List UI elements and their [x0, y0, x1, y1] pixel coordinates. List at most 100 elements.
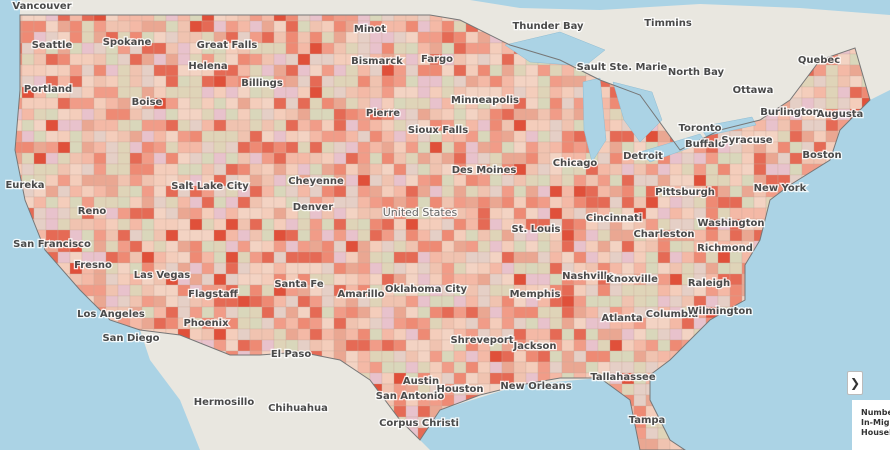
county-cell [297, 31, 311, 44]
county-cell [681, 207, 695, 220]
county-cell [417, 185, 431, 198]
county-cell [693, 196, 707, 209]
county-cell [381, 42, 395, 55]
county-cell [45, 53, 59, 66]
county-cell [153, 130, 167, 143]
county-cell [453, 218, 467, 231]
county-cell [393, 240, 407, 253]
county-cell [273, 119, 287, 132]
county-cell [609, 174, 623, 187]
county-cell [357, 207, 371, 220]
county-cell [561, 218, 575, 231]
county-cell [309, 152, 323, 165]
county-cell [501, 119, 515, 132]
county-cell [585, 350, 599, 363]
county-cell [621, 262, 635, 275]
county-cell [393, 42, 407, 55]
county-cell [405, 86, 419, 99]
city-label: Spokane [103, 37, 152, 48]
county-cell [417, 75, 431, 88]
county-cell [417, 163, 431, 176]
county-cell [429, 42, 443, 55]
county-cell [333, 130, 347, 143]
county-cell [417, 108, 431, 121]
county-cell [789, 163, 803, 176]
county-cell [321, 20, 335, 33]
county-cell [381, 317, 395, 330]
county-cell [429, 75, 443, 88]
county-cell [297, 251, 311, 264]
county-cell [381, 152, 395, 165]
great-lakes [504, 31, 757, 163]
county-cell [501, 240, 515, 253]
county-cell [57, 141, 71, 154]
county-cell [381, 251, 395, 264]
county-cell [129, 218, 143, 231]
county-cell [345, 152, 359, 165]
county-cell [657, 251, 671, 264]
county-cell [525, 119, 539, 132]
county-cell [45, 64, 59, 77]
county-cell [213, 108, 227, 121]
county-cell [525, 273, 539, 286]
county-cell [537, 130, 551, 143]
county-cell [441, 229, 455, 242]
county-cell [237, 97, 251, 110]
county-cell [525, 328, 539, 341]
county-cell [453, 75, 467, 88]
lake-erie [639, 133, 707, 163]
panel-toggle[interactable]: ❯ [847, 371, 863, 395]
county-cell [45, 185, 59, 198]
county-cell [249, 328, 263, 341]
atlantic-ocean [650, 90, 890, 450]
county-cell [261, 185, 275, 198]
county-cell [573, 141, 587, 154]
county-cell [489, 141, 503, 154]
county-cell [165, 64, 179, 77]
county-cell [201, 86, 215, 99]
county-cell [465, 75, 479, 88]
county-cell [285, 64, 299, 77]
county-cell [705, 229, 719, 242]
county-cell [501, 152, 515, 165]
county-cell [609, 328, 623, 341]
county-cell [477, 229, 491, 242]
county-cell [477, 130, 491, 143]
county-cell [585, 284, 599, 297]
county-cell [117, 108, 131, 121]
county-cell [369, 42, 383, 55]
county-cell [309, 306, 323, 319]
city-label: Cheyenne [288, 176, 344, 187]
county-cell [153, 306, 167, 319]
county-cell [513, 64, 527, 77]
county-cell [357, 262, 371, 275]
county-cell [333, 119, 347, 132]
county-cell [525, 163, 539, 176]
county-cell [537, 108, 551, 121]
county-cell [345, 207, 359, 220]
county-cell [261, 262, 275, 275]
county-cell [225, 240, 239, 253]
county-cell [333, 251, 347, 264]
county-cell [645, 174, 659, 187]
county-cell [249, 207, 263, 220]
county-cell [273, 262, 287, 275]
city-label: Portland [24, 84, 72, 95]
county-cell [441, 251, 455, 264]
county-cell [165, 229, 179, 242]
county-cell [297, 306, 311, 319]
county-cell [789, 141, 803, 154]
county-cell [489, 75, 503, 88]
county-cell [141, 130, 155, 143]
county-cell [93, 284, 107, 297]
county-cell [189, 97, 203, 110]
county-cell [81, 152, 95, 165]
county-cell [261, 53, 275, 66]
county-cell [369, 350, 383, 363]
county-cell [297, 218, 311, 231]
county-cell [549, 350, 563, 363]
county-cell [201, 20, 215, 33]
county-cell [213, 152, 227, 165]
county-cell [153, 295, 167, 308]
county-cell [225, 86, 239, 99]
